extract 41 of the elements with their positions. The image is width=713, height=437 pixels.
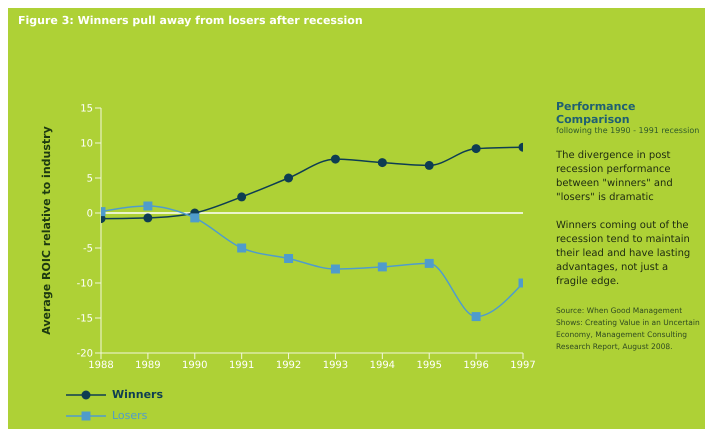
y-axis-title: Average ROIC relative to industry xyxy=(40,126,53,335)
x-tick-label: 1988 xyxy=(88,360,114,372)
point xyxy=(330,154,340,164)
text: following the 1990 - 1991 recession xyxy=(556,126,700,135)
text: Performance Comparison xyxy=(556,100,636,126)
y-tick-label: -5 xyxy=(83,244,93,255)
point xyxy=(143,213,152,222)
x-tick-label: 1997 xyxy=(510,360,536,372)
point xyxy=(143,202,152,210)
x-tick-label: 1995 xyxy=(416,360,442,372)
x-tick-label: 1991 xyxy=(228,360,254,372)
y-tick-label: 5 xyxy=(86,174,93,185)
point xyxy=(424,258,434,268)
point xyxy=(472,312,481,322)
legend-label: Winners xyxy=(112,388,163,401)
x-tick-label: 1989 xyxy=(135,360,161,372)
y-tick-label: 0 xyxy=(86,208,93,220)
x-tick-label: 1994 xyxy=(370,360,396,372)
y-tick-label: 10 xyxy=(80,138,93,150)
y-tick-label: -10 xyxy=(76,278,93,290)
text: Winners coming out of the recession tend to maintain their lead and have lasting advantages, not just a fragile edge. xyxy=(556,219,692,289)
point xyxy=(284,174,294,182)
y-tick-label: -20 xyxy=(76,348,93,360)
x-tick-label: 1990 xyxy=(182,360,208,372)
y-tick-label: -15 xyxy=(76,314,93,325)
x-tick-label: 1996 xyxy=(463,360,489,372)
x-tick-label: 1992 xyxy=(276,360,302,372)
point xyxy=(237,192,246,202)
point xyxy=(330,264,340,274)
point xyxy=(424,160,434,170)
point xyxy=(237,244,246,252)
chart-title: Figure 3: Winners pull away from losers after recession xyxy=(18,14,363,27)
text: The divergence in post recession performance between "winners" and "losers" is dramatic xyxy=(556,149,674,205)
x-tick-label: 1993 xyxy=(322,360,348,372)
y-tick-label: 15 xyxy=(80,104,93,115)
point xyxy=(284,254,294,263)
point xyxy=(378,262,387,272)
point xyxy=(190,213,200,222)
point xyxy=(472,144,481,154)
legend-label: Losers xyxy=(112,409,148,422)
point xyxy=(378,158,387,168)
